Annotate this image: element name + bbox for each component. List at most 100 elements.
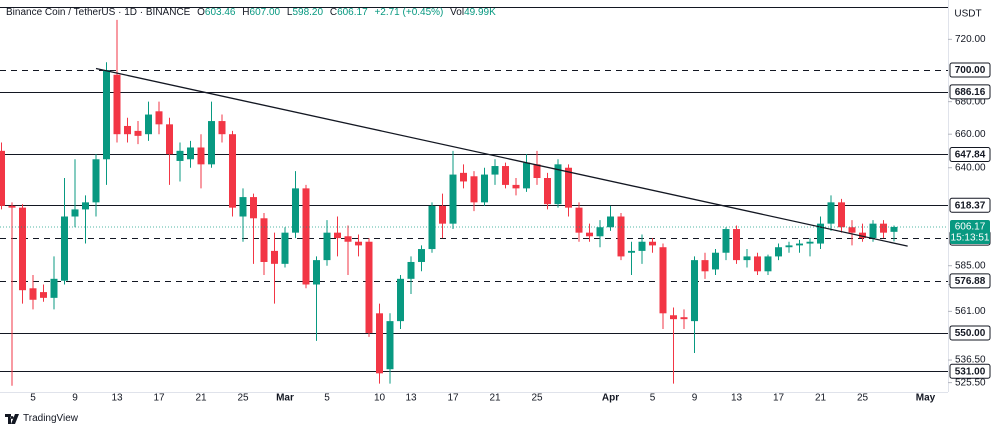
x-tick-label: 10 bbox=[374, 393, 386, 404]
y-tick-label: 680.00 bbox=[955, 96, 986, 107]
candle-body bbox=[376, 313, 383, 374]
open-key: O bbox=[197, 7, 205, 18]
candle-body bbox=[565, 167, 572, 208]
candle-body bbox=[61, 216, 68, 281]
x-tick-label: 13 bbox=[731, 393, 743, 404]
candle-body bbox=[218, 121, 226, 135]
candle-body bbox=[575, 207, 583, 233]
candle-body bbox=[848, 227, 856, 233]
candles bbox=[0, 19, 898, 386]
x-tick-label: 21 bbox=[489, 393, 501, 404]
high-value: 607.00 bbox=[249, 7, 281, 18]
candle-body bbox=[670, 315, 677, 320]
candle-body bbox=[40, 292, 47, 298]
candle-body bbox=[176, 150, 184, 161]
candle-body bbox=[418, 249, 425, 262]
candle-body bbox=[638, 241, 646, 251]
volume-value: 49.99K bbox=[464, 7, 496, 18]
candle-body bbox=[481, 174, 488, 203]
change-value: +2.71 (+0.45%) bbox=[374, 7, 444, 18]
low-key: L bbox=[286, 7, 293, 18]
candle-body bbox=[701, 260, 709, 272]
candle-body bbox=[649, 241, 656, 246]
x-tick-label: 25 bbox=[237, 393, 249, 404]
candle-body bbox=[313, 260, 320, 285]
candle-body bbox=[250, 197, 257, 219]
candle-body bbox=[124, 125, 131, 135]
x-tick-label: 9 bbox=[692, 393, 698, 404]
x-tick-label: 17 bbox=[773, 393, 785, 404]
candle-body bbox=[439, 205, 446, 224]
level-label-box bbox=[949, 62, 991, 78]
candle-body bbox=[512, 184, 520, 189]
candle-body bbox=[323, 232, 331, 261]
level-label-box bbox=[949, 84, 991, 100]
x-tick-label: 21 bbox=[815, 393, 827, 404]
x-tick-label: Mar bbox=[276, 393, 294, 404]
y-tick-label: 525.50 bbox=[955, 377, 986, 388]
candle-body bbox=[334, 232, 341, 239]
candle-body bbox=[344, 236, 352, 242]
candle-body bbox=[407, 261, 415, 279]
candle-body bbox=[838, 202, 845, 228]
countdown-label: 15:13:51 bbox=[951, 233, 990, 244]
candle-body bbox=[197, 147, 205, 165]
candle-body bbox=[680, 317, 688, 320]
x-tick-label: Apr bbox=[602, 393, 619, 404]
candle-body bbox=[302, 188, 310, 285]
high-key: H bbox=[242, 7, 250, 18]
level-label-box bbox=[949, 146, 991, 162]
level-label: 647.84 bbox=[955, 150, 986, 161]
level-label-box bbox=[949, 363, 991, 379]
candle-body bbox=[743, 256, 751, 261]
brand-logo[interactable]: TradingView bbox=[5, 413, 78, 424]
candle-body bbox=[827, 202, 835, 224]
x-tick-label: 21 bbox=[195, 393, 207, 404]
close-value: 606.17 bbox=[337, 7, 368, 18]
candle-body bbox=[103, 70, 110, 160]
x-tick-label: 5 bbox=[650, 393, 656, 404]
x-tick-label: 13 bbox=[405, 393, 417, 404]
candle-body bbox=[397, 278, 404, 322]
candle-body bbox=[449, 174, 457, 224]
candle-body bbox=[166, 124, 173, 155]
candle-body bbox=[271, 250, 278, 264]
candle-body bbox=[365, 241, 373, 333]
x-tick-label: 13 bbox=[111, 393, 123, 404]
y-tick-label: 720.00 bbox=[955, 34, 986, 45]
candle-body bbox=[880, 223, 887, 233]
candle-body bbox=[785, 245, 793, 248]
candle-body bbox=[722, 229, 730, 253]
candle-body bbox=[19, 207, 26, 291]
level-label: 700.00 bbox=[955, 65, 986, 76]
level-label: 550.00 bbox=[955, 328, 986, 339]
candle-body bbox=[733, 229, 740, 261]
x-tick-label: May bbox=[916, 393, 936, 404]
candle-body bbox=[617, 216, 625, 257]
candle-body bbox=[260, 218, 268, 262]
level-label: 618.37 bbox=[955, 200, 986, 211]
x-tick-label: 17 bbox=[153, 393, 165, 404]
candle-body bbox=[544, 178, 551, 205]
candle-body bbox=[764, 256, 772, 272]
candle-body bbox=[754, 256, 761, 272]
candle-body bbox=[796, 243, 803, 246]
candle-body bbox=[691, 260, 698, 322]
candle-body bbox=[281, 232, 289, 264]
x-tick-label: 9 bbox=[72, 393, 78, 404]
level-label-box bbox=[949, 325, 991, 341]
candle-body bbox=[113, 74, 121, 135]
candle-body bbox=[596, 227, 604, 237]
y-tick-label: 561.00 bbox=[955, 306, 986, 317]
candle-body bbox=[92, 159, 100, 203]
level-label: 686.16 bbox=[955, 87, 986, 98]
candle-body bbox=[82, 202, 89, 210]
candle-body bbox=[659, 247, 667, 314]
candle-body bbox=[869, 223, 877, 239]
y-tick-label: 536.50 bbox=[955, 355, 986, 366]
candle-body bbox=[523, 162, 530, 189]
candle-body bbox=[628, 250, 635, 253]
candle-body bbox=[229, 134, 236, 208]
candle-body bbox=[859, 232, 866, 239]
candle-body bbox=[712, 252, 719, 270]
